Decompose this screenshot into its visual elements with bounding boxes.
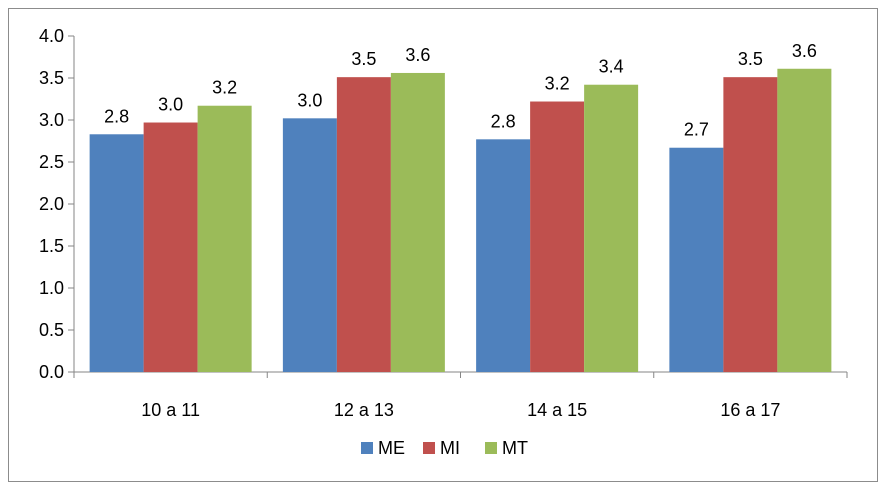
- bar-mt: [584, 84, 639, 372]
- data-label: 3.5: [351, 49, 376, 69]
- legend-swatch-mt: [485, 442, 497, 454]
- x-category-label: 16 a 17: [720, 400, 780, 420]
- bar-mt: [390, 72, 445, 373]
- bar-mt: [777, 68, 832, 372]
- data-label: 3.2: [545, 74, 570, 94]
- bar-me: [669, 147, 724, 372]
- data-label: 3.0: [158, 95, 183, 115]
- legend-swatch-me: [361, 442, 373, 454]
- y-tick-label: 0.5: [39, 320, 64, 340]
- bar-mt: [197, 105, 252, 372]
- bar-me: [476, 139, 531, 372]
- legend-swatch-mi: [423, 442, 435, 454]
- data-label: 3.2: [212, 78, 237, 98]
- bar-mi: [530, 101, 585, 373]
- x-category-label: 14 a 15: [527, 400, 587, 420]
- data-label: 3.5: [738, 49, 763, 69]
- legend-label: ME: [378, 438, 405, 458]
- data-label: 3.6: [792, 41, 817, 61]
- bar-me: [282, 118, 337, 372]
- y-tick-label: 4.0: [39, 26, 64, 46]
- data-label: 3.4: [599, 57, 624, 77]
- y-tick-label: 2.5: [39, 152, 64, 172]
- data-label: 2.8: [104, 106, 129, 126]
- x-category-label: 10 a 11: [141, 400, 200, 420]
- bar-me: [89, 134, 144, 372]
- data-label: 3.0: [297, 90, 322, 110]
- legend-label: MT: [502, 438, 528, 458]
- bar-mi: [336, 77, 391, 372]
- y-tick-label: 3.5: [39, 68, 64, 88]
- data-label: 2.7: [684, 120, 709, 140]
- bar-mi: [723, 77, 778, 372]
- y-tick-label: 3.0: [39, 110, 64, 130]
- y-tick-label: 1.5: [39, 236, 64, 256]
- y-tick-label: 1.0: [39, 278, 64, 298]
- data-label: 2.8: [491, 111, 516, 131]
- legend-label: MI: [440, 438, 460, 458]
- y-tick-label: 2.0: [39, 194, 64, 214]
- y-tick-label: 0.0: [39, 362, 64, 382]
- data-label: 3.6: [405, 45, 430, 65]
- bar-mi: [143, 122, 198, 373]
- x-category-label: 12 a 13: [334, 400, 394, 420]
